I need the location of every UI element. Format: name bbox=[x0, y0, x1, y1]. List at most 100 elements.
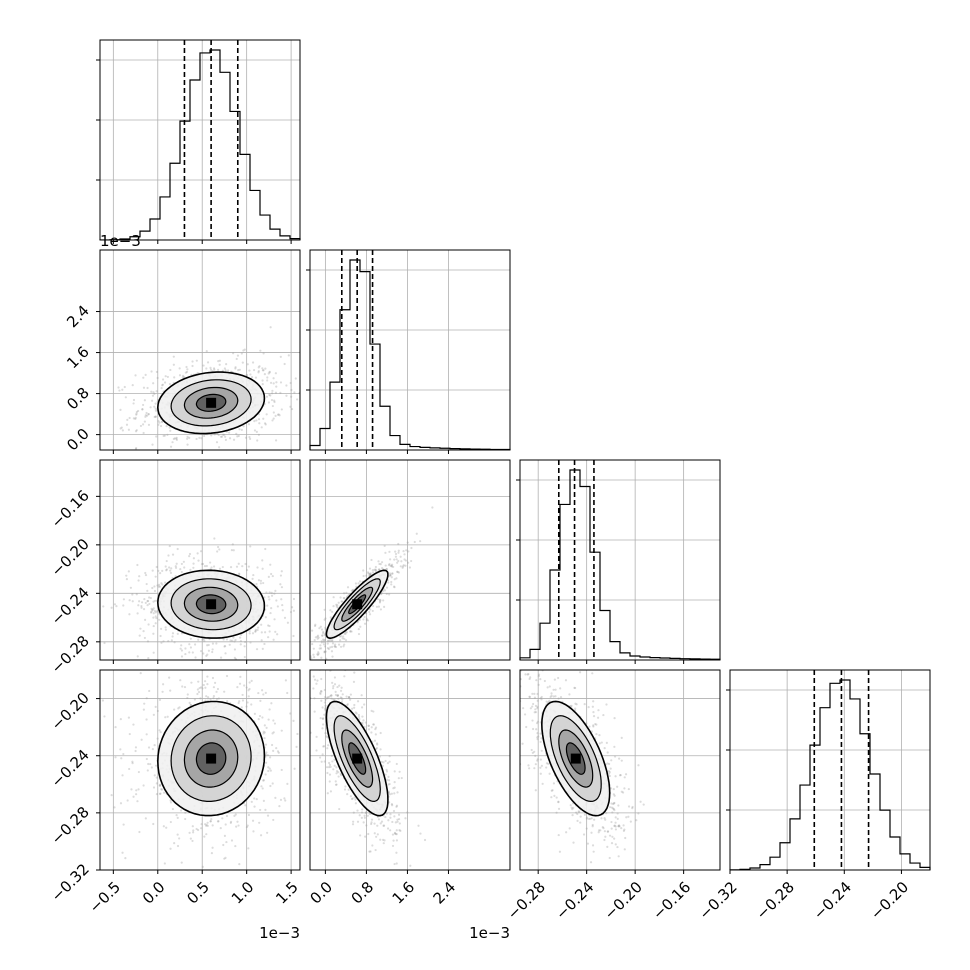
scatter-point bbox=[247, 565, 250, 568]
scatter-point bbox=[431, 506, 434, 509]
scatter-point bbox=[614, 821, 617, 824]
scatter-point bbox=[255, 582, 258, 586]
scatter-point bbox=[373, 822, 376, 825]
scatter-point bbox=[379, 822, 382, 825]
scatter-point bbox=[164, 628, 168, 631]
scatter-point bbox=[324, 695, 327, 699]
scatter-point bbox=[627, 815, 630, 818]
scatter-point bbox=[328, 763, 332, 766]
scatter-point bbox=[201, 638, 204, 641]
scatter-point bbox=[155, 793, 159, 796]
scatter-point bbox=[189, 646, 193, 649]
scatter-point bbox=[203, 434, 206, 438]
scatter-point bbox=[392, 839, 395, 842]
scatter-point bbox=[387, 563, 391, 567]
scatter-point bbox=[228, 437, 232, 440]
scatter-point bbox=[159, 792, 162, 795]
scatter-point bbox=[405, 549, 408, 552]
scatter-point bbox=[370, 726, 373, 729]
scatter-point bbox=[579, 815, 582, 818]
scatter-point bbox=[225, 674, 229, 678]
scatter-point bbox=[262, 693, 265, 696]
scatter-point bbox=[397, 549, 400, 552]
scatter-point bbox=[267, 718, 270, 721]
scatter-point bbox=[622, 824, 625, 827]
scatter-point bbox=[136, 563, 139, 567]
scatter-point bbox=[160, 788, 163, 791]
scatter-point bbox=[166, 715, 169, 718]
scatter-point bbox=[323, 760, 326, 763]
scatter-point bbox=[206, 675, 209, 678]
scatter-point bbox=[263, 731, 266, 734]
scatter-point bbox=[266, 754, 269, 757]
scatter-point bbox=[196, 371, 199, 375]
scatter-point bbox=[250, 800, 253, 803]
scatter-point bbox=[397, 551, 400, 554]
scatter-point bbox=[160, 420, 164, 424]
scatter-point bbox=[385, 770, 389, 773]
scatter-point bbox=[246, 824, 249, 827]
scatter-point bbox=[323, 713, 326, 716]
scatter-point bbox=[322, 643, 326, 646]
scatter-point bbox=[180, 649, 184, 652]
scatter-point bbox=[160, 582, 163, 585]
scatter-point bbox=[389, 881, 391, 883]
scatter-point bbox=[121, 851, 124, 854]
scatter-point bbox=[325, 657, 328, 660]
scatter-point bbox=[269, 886, 271, 888]
scatter-point bbox=[143, 597, 146, 601]
scatter-point bbox=[322, 717, 325, 720]
scatter-point bbox=[134, 416, 137, 419]
scatter-point bbox=[231, 543, 234, 546]
scatter-point bbox=[374, 848, 377, 852]
scatter-point bbox=[188, 831, 191, 834]
scatter-point bbox=[332, 605, 335, 608]
scatter-point bbox=[155, 764, 158, 767]
scatter-point bbox=[342, 635, 345, 638]
scatter-point bbox=[247, 423, 251, 426]
scatter-point bbox=[192, 483, 194, 485]
scatter-point bbox=[151, 569, 154, 572]
scatter-point bbox=[149, 406, 152, 409]
scatter-point bbox=[139, 424, 143, 428]
scatter-point bbox=[169, 799, 172, 802]
scatter-point bbox=[292, 719, 295, 722]
scatter-point bbox=[313, 638, 316, 642]
scatter-point bbox=[147, 412, 150, 416]
scatter-point bbox=[348, 695, 351, 699]
scatter-point bbox=[171, 635, 174, 638]
scatter-point bbox=[389, 574, 392, 577]
scatter-point bbox=[251, 361, 255, 364]
scatter-point bbox=[398, 770, 401, 773]
scatter-point bbox=[259, 579, 263, 582]
scatter-point bbox=[617, 855, 620, 858]
scatter-point bbox=[212, 367, 216, 370]
scatter-point bbox=[322, 630, 325, 634]
scatter-point bbox=[210, 818, 213, 821]
scatter-point bbox=[569, 704, 572, 708]
scatter-point bbox=[212, 565, 216, 568]
scatter-point bbox=[610, 759, 613, 762]
scatter-point bbox=[152, 382, 155, 385]
scatter-point bbox=[154, 615, 157, 618]
scatter-point bbox=[373, 568, 376, 571]
scatter-point bbox=[149, 611, 153, 614]
scatter-point bbox=[344, 632, 347, 635]
scatter-point bbox=[240, 352, 243, 355]
scatter-point bbox=[331, 610, 334, 613]
scatter-point bbox=[385, 568, 388, 571]
scatter-point bbox=[223, 367, 226, 370]
scatter-point bbox=[240, 428, 243, 431]
scatter-point bbox=[326, 771, 329, 775]
scatter-point bbox=[279, 355, 282, 358]
scatter-point bbox=[343, 643, 346, 646]
scatter-point bbox=[206, 824, 209, 828]
scatter-point bbox=[160, 387, 163, 390]
scatter-point bbox=[337, 697, 340, 700]
scatter-point bbox=[403, 553, 406, 556]
scatter-point bbox=[323, 608, 326, 611]
scatter-point bbox=[323, 688, 326, 692]
scatter-point bbox=[217, 820, 220, 823]
scatter-point bbox=[386, 827, 390, 830]
scatter-point bbox=[211, 676, 215, 680]
